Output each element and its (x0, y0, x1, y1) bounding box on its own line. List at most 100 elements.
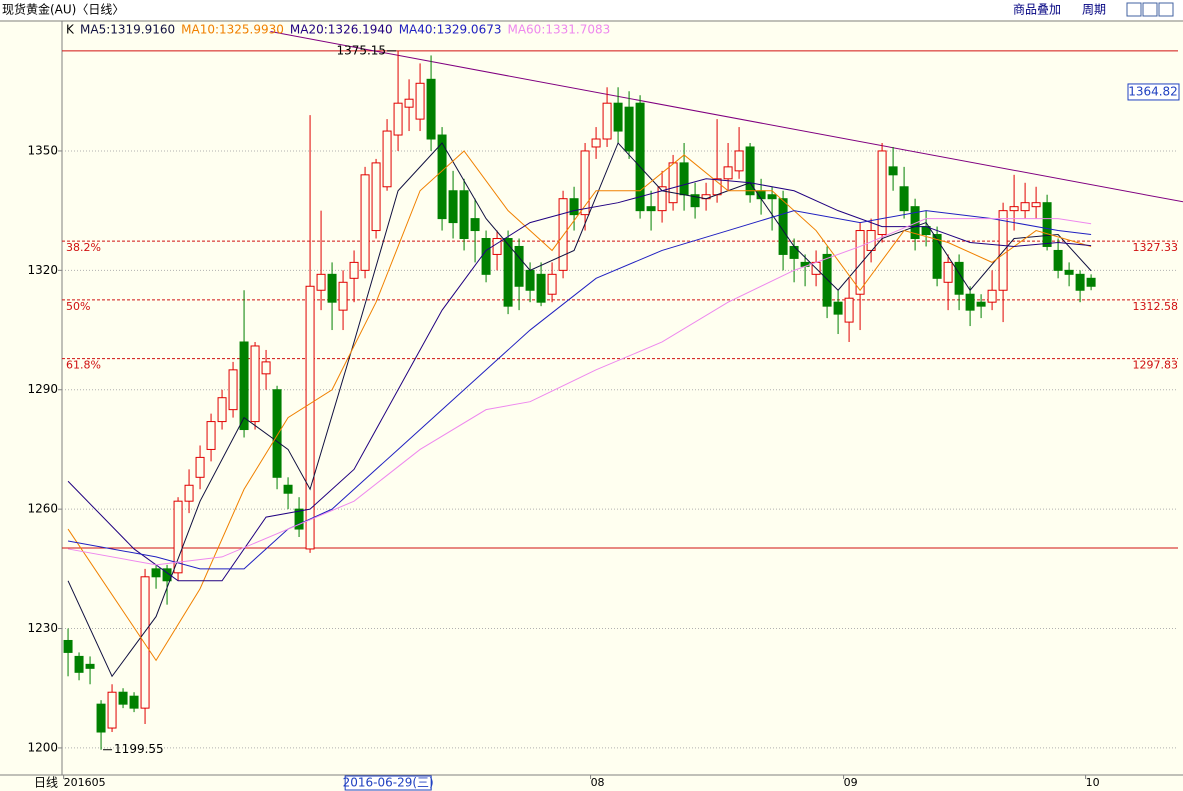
candle-body (140, 576, 150, 709)
candle-body (382, 130, 392, 188)
cursor-price-box (1127, 83, 1180, 101)
candle-body (217, 397, 227, 423)
candle-body (822, 253, 832, 307)
fib-value: 1297.83 (1133, 359, 1179, 372)
candle-body (415, 82, 425, 120)
legend-k: K (66, 23, 75, 37)
candle-body (767, 194, 777, 200)
candle-body (745, 146, 755, 196)
candle-body (888, 166, 898, 176)
candle-body (679, 162, 689, 196)
candle-body (404, 98, 414, 108)
candle-body (943, 261, 953, 283)
high-label: 1375.15 (336, 43, 386, 57)
candle-body (85, 663, 95, 669)
candle-body (910, 206, 920, 240)
icon[interactable] (1142, 2, 1158, 17)
legend-entry: MA20:1326.1940 (290, 23, 393, 37)
candle-body (965, 293, 975, 311)
x-tick-label: 09 (844, 776, 858, 789)
candle-body (514, 245, 524, 287)
legend-entry: MA60:1331.7083 (507, 23, 610, 37)
low-label: 1199.55 (114, 742, 164, 756)
ma-line (67, 178, 1092, 582)
candle-body (635, 102, 645, 212)
candle-body (107, 691, 117, 729)
y-tick-label: 1230 (27, 621, 58, 635)
candle-body (118, 691, 128, 705)
candle-body (668, 162, 678, 204)
candle-body (569, 198, 579, 216)
candle-body (349, 261, 359, 279)
legend-entry: MA40:1329.0673 (399, 23, 502, 37)
candle-body (789, 245, 799, 259)
candle-body (734, 150, 744, 172)
candle-body (1020, 202, 1030, 212)
legend-entry: MA10:1325.9930 (181, 23, 284, 37)
fib-value: 1327.33 (1133, 241, 1179, 254)
candle-body (547, 273, 557, 295)
candle-body (844, 297, 854, 323)
candle-body (371, 162, 381, 232)
ma-line (67, 210, 1092, 570)
candle-body (195, 456, 205, 478)
candle-body (74, 655, 84, 673)
candle-body (63, 639, 73, 653)
period-label: 日线 (34, 776, 58, 790)
top-bar (0, 0, 1183, 20)
candle-body (272, 389, 282, 478)
candle-body (305, 285, 315, 550)
ma-line (67, 218, 1092, 566)
candle-body (580, 150, 590, 216)
candle-body (987, 289, 997, 303)
candle-body (294, 508, 304, 530)
candle-body (459, 190, 469, 240)
period-button[interactable]: 周期 (1082, 3, 1106, 17)
candle-body (393, 102, 403, 136)
y-tick-label: 1290 (27, 382, 58, 396)
candle-body (283, 484, 293, 494)
candle-body (1009, 206, 1019, 212)
candle-body (162, 568, 172, 582)
icon[interactable] (1158, 2, 1174, 17)
candle-body (1031, 202, 1041, 208)
candle-body (536, 273, 546, 303)
candle-body (558, 198, 568, 271)
candle-body (360, 174, 370, 271)
candle-body (426, 78, 436, 140)
chart-title: 现货黄金(AU)〈日线〉 (2, 2, 124, 17)
y-tick-label: 1260 (27, 502, 58, 516)
overlay-button[interactable]: 商品叠加 (1013, 2, 1061, 17)
cursor-date-box (344, 775, 432, 791)
candle-body (1042, 202, 1052, 247)
candle-body (184, 484, 194, 502)
candle-body (96, 703, 106, 733)
candle-body (833, 301, 843, 315)
candle-body (250, 345, 260, 423)
x-tick-label: 10 (1086, 776, 1100, 789)
candle-body (448, 190, 458, 224)
candle-body (723, 166, 733, 180)
icon[interactable] (1126, 2, 1142, 17)
candle-body (261, 361, 271, 375)
candle-body (690, 194, 700, 208)
candle-body (470, 218, 480, 232)
candle-body (976, 301, 986, 307)
candle-body (338, 281, 348, 311)
candle-body (646, 206, 656, 212)
legend-entry: MA5:1319.9160 (80, 23, 175, 37)
candle-body (855, 230, 865, 295)
candle-body (657, 186, 667, 212)
candle-body (437, 134, 447, 220)
candle-body (327, 273, 337, 303)
candle-body (316, 273, 326, 291)
candle-body (525, 269, 535, 291)
nav-icons[interactable] (1126, 2, 1174, 17)
candle-body (1053, 249, 1063, 271)
candle-body (998, 210, 1008, 291)
candle-body (591, 138, 601, 148)
y-tick-label: 1350 (27, 143, 58, 157)
candle-body (151, 568, 161, 578)
